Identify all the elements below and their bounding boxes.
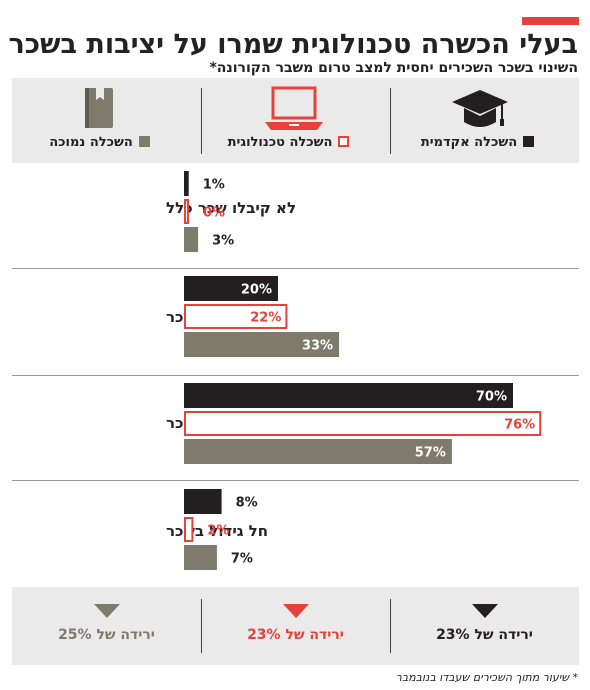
bar-low bbox=[184, 227, 198, 252]
data-label-low: 33% bbox=[302, 339, 333, 354]
data-label-technological: 2% bbox=[207, 524, 229, 539]
bar-technological bbox=[185, 200, 188, 223]
bar-academic bbox=[184, 171, 189, 196]
bar-low bbox=[184, 439, 452, 464]
summary-technological: ירידה של 23% bbox=[201, 587, 390, 665]
footer-divider bbox=[390, 599, 391, 653]
summary-low: ירידה של 25% bbox=[12, 587, 201, 665]
data-label-academic: 8% bbox=[236, 496, 258, 511]
footnote: * שיעור מתוך השכירים שעבדו בנובמבר bbox=[396, 671, 578, 684]
data-label-low: 3% bbox=[212, 234, 234, 249]
down-triangle-icon bbox=[94, 604, 120, 618]
bar-technological bbox=[185, 518, 192, 541]
bar-academic bbox=[184, 489, 222, 514]
data-label-technological: 76% bbox=[504, 418, 535, 433]
data-label-low: 7% bbox=[231, 552, 253, 567]
data-label-technological: 0% bbox=[203, 206, 225, 221]
bar-technological bbox=[185, 412, 540, 435]
data-label-academic: 1% bbox=[203, 178, 225, 193]
down-triangle-icon bbox=[283, 604, 309, 618]
data-label-technological: 22% bbox=[250, 311, 281, 326]
down-triangle-icon bbox=[472, 604, 498, 618]
data-label-low: 57% bbox=[415, 446, 446, 461]
summary-label-technological: ירידה של 23% bbox=[201, 627, 390, 643]
footer-divider bbox=[201, 599, 202, 653]
summary-label-low: ירידה של 25% bbox=[12, 627, 201, 643]
bar-low bbox=[184, 545, 217, 570]
summary-footer: ירידה של 23% ירידה של 23% ירידה של 25% bbox=[12, 587, 579, 665]
bar-academic bbox=[184, 383, 513, 408]
summary-academic: ירידה של 23% bbox=[390, 587, 579, 665]
data-label-academic: 20% bbox=[241, 283, 272, 298]
data-label-academic: 70% bbox=[476, 390, 507, 405]
summary-label-academic: ירידה של 23% bbox=[390, 627, 579, 643]
